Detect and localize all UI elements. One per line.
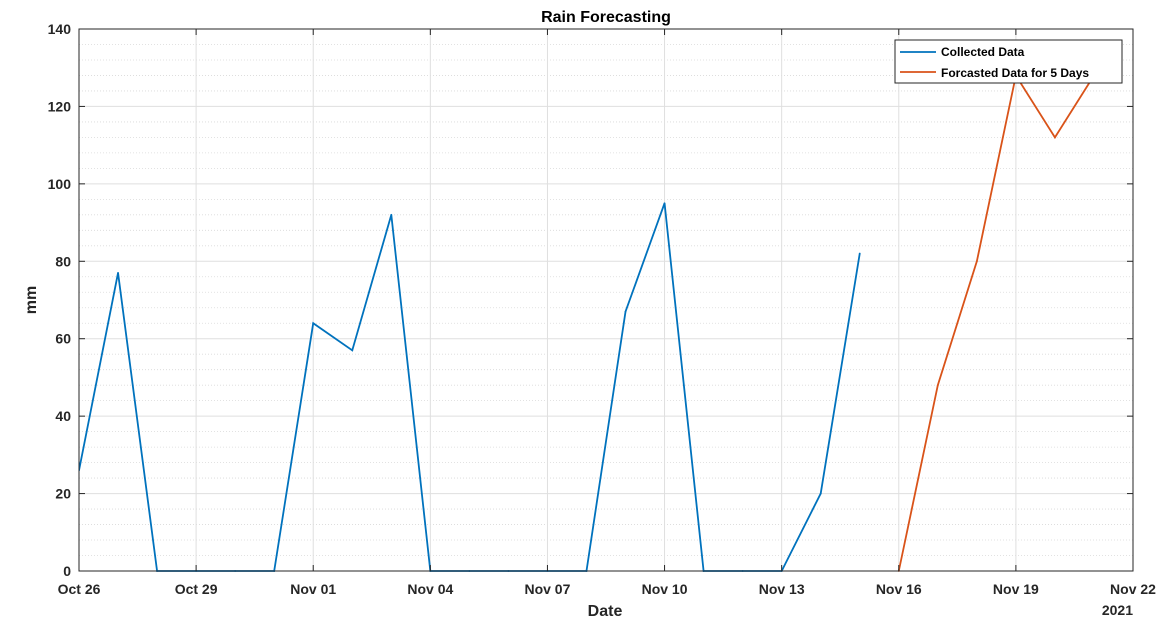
legend: Collected Data Forcasted Data for 5 Days xyxy=(894,39,1123,84)
x-tick-label: Nov 07 xyxy=(524,581,570,597)
x-tick-label: Oct 29 xyxy=(175,581,218,597)
data-point-forecast xyxy=(1054,136,1056,139)
y-axis-title: mm xyxy=(23,286,40,314)
x-axis-year-label: 2021 xyxy=(1102,602,1133,618)
x-tick-label: Oct 26 xyxy=(58,581,101,597)
plot-frame xyxy=(78,28,1134,572)
x-tick-label: Nov 01 xyxy=(290,581,336,597)
x-tick-label: Nov 19 xyxy=(993,581,1039,597)
x-tick-label: Nov 13 xyxy=(759,581,805,597)
legend-label-forecast: Forcasted Data for 5 Days xyxy=(941,66,1089,80)
data-point-collected xyxy=(819,492,822,495)
data-point-collected xyxy=(117,272,119,274)
y-tick-label: 100 xyxy=(48,176,72,192)
plot-background xyxy=(79,29,1133,571)
y-tick-label: 80 xyxy=(55,253,71,269)
y-tick-labels: 0 20 40 60 80 100 120 140 xyxy=(48,21,72,579)
data-point-forecast xyxy=(936,384,939,387)
data-point-collected xyxy=(390,213,393,216)
y-tick-label: 0 xyxy=(63,563,71,579)
x-tick-labels: Oct 26 Oct 29 Nov 01 Nov 04 Nov 07 Nov 10 Nov … xyxy=(58,581,1157,597)
y-tick-label: 60 xyxy=(55,331,71,347)
data-point-collected xyxy=(312,322,315,325)
chart-title: Rain Forecasting xyxy=(541,9,671,26)
legend-box xyxy=(894,39,1123,84)
legend-label-collected: Collected Data xyxy=(941,45,1025,59)
x-tick-label: Nov 16 xyxy=(876,581,922,597)
axis-ticks xyxy=(78,28,1134,572)
y-tick-label: 140 xyxy=(48,21,72,37)
y-tick-label: 120 xyxy=(48,98,72,114)
x-tick-label: Nov 04 xyxy=(407,581,453,597)
series-line-forecast xyxy=(897,73,1095,572)
data-point-collected xyxy=(858,252,861,255)
data-point-collected xyxy=(663,202,666,205)
data-point-collected xyxy=(351,349,354,352)
x-tick-label: Nov 22 xyxy=(1110,581,1156,597)
x-tick-label: Nov 10 xyxy=(642,581,688,597)
data-point-collected xyxy=(624,310,627,313)
y-tick-label: 40 xyxy=(55,408,71,424)
y-tick-label: 20 xyxy=(55,486,71,502)
x-axis-title: Date xyxy=(588,603,623,620)
data-point-forecast xyxy=(975,260,978,263)
